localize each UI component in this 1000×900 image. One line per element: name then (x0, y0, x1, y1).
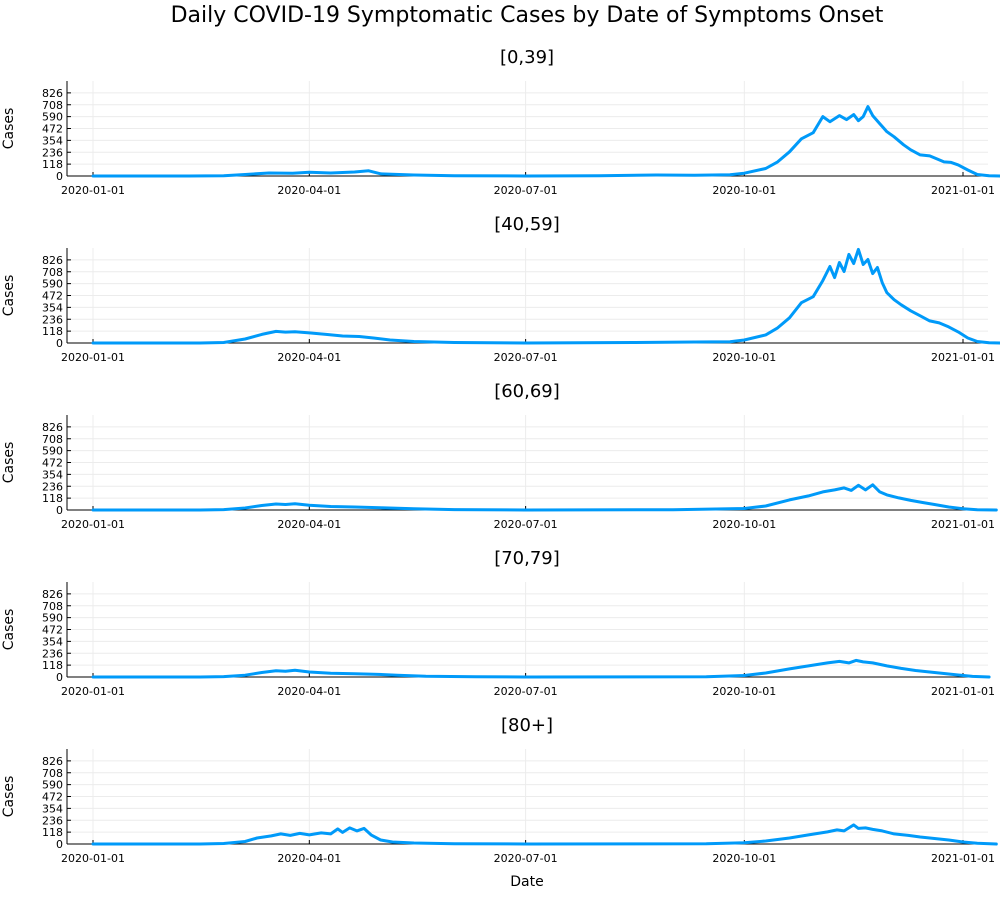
series-line (91, 483, 998, 512)
y-tick-label: 826 (42, 421, 63, 434)
panel-title: [80+] (501, 715, 553, 736)
y-tick-label: 708 (42, 266, 63, 279)
y-axis-label: Cases (1, 108, 17, 150)
x-tick-label: 2020-01-01 (61, 351, 125, 364)
y-axis-label: Cases (1, 609, 17, 651)
series-line (91, 247, 1000, 345)
panel-title: [0,39] (500, 47, 554, 68)
y-tick-label: 708 (42, 433, 63, 446)
x-tick-label: 2020-01-01 (61, 852, 125, 865)
y-tick-label: 354 (42, 301, 63, 314)
y-tick-label: 590 (42, 445, 63, 458)
x-tick-label: 2020-07-01 (494, 518, 558, 531)
y-tick-label: 472 (42, 123, 63, 136)
x-tick-label: 2020-10-01 (712, 685, 776, 698)
y-tick-label: 354 (42, 468, 63, 481)
x-tick-label: 2020-04-01 (277, 518, 341, 531)
y-tick-label: 118 (42, 826, 63, 839)
y-tick-label: 354 (42, 802, 63, 815)
y-tick-label: 118 (42, 158, 63, 171)
y-tick-label: 118 (42, 325, 63, 338)
x-tick-label: 2020-10-01 (712, 351, 776, 364)
y-tick-label: 826 (42, 588, 63, 601)
series-line (91, 823, 998, 846)
y-axis-label: Cases (1, 442, 17, 484)
y-tick-label: 826 (42, 87, 63, 100)
y-tick-label: 590 (42, 278, 63, 291)
x-tick-label: 2020-07-01 (494, 685, 558, 698)
y-tick-label: 0 (56, 504, 63, 517)
y-tick-label: 236 (42, 647, 63, 660)
x-tick-label: 2021-01-01 (931, 685, 995, 698)
y-tick-label: 826 (42, 755, 63, 768)
y-tick-label: 0 (56, 671, 63, 684)
x-axis-label: Date (510, 874, 543, 890)
x-tick-label: 2020-10-01 (712, 184, 776, 197)
y-tick-label: 354 (42, 134, 63, 147)
y-tick-label: 354 (42, 635, 63, 648)
x-tick-label: 2020-07-01 (494, 184, 558, 197)
y-tick-label: 0 (56, 337, 63, 350)
y-tick-label: 118 (42, 659, 63, 672)
x-tick-label: 2020-01-01 (61, 184, 125, 197)
x-tick-label: 2020-04-01 (277, 184, 341, 197)
y-axis-label: Cases (1, 275, 17, 317)
x-tick-label: 2020-04-01 (277, 351, 341, 364)
y-tick-label: 590 (42, 779, 63, 792)
x-tick-label: 2020-10-01 (712, 518, 776, 531)
x-tick-label: 2021-01-01 (931, 351, 995, 364)
x-tick-label: 2020-01-01 (61, 685, 125, 698)
x-tick-label: 2021-01-01 (931, 852, 995, 865)
y-tick-label: 826 (42, 254, 63, 267)
y-tick-label: 236 (42, 814, 63, 827)
panel-title: [40,59] (494, 214, 560, 235)
y-tick-label: 708 (42, 767, 63, 780)
x-tick-label: 2020-04-01 (277, 852, 341, 865)
series-line (91, 658, 991, 679)
y-tick-label: 708 (42, 99, 63, 112)
y-tick-label: 472 (42, 457, 63, 470)
x-tick-label: 2021-01-01 (931, 518, 995, 531)
panel-title: [70,79] (494, 548, 560, 569)
y-tick-label: 236 (42, 146, 63, 159)
y-tick-label: 0 (56, 170, 63, 183)
y-tick-label: 708 (42, 600, 63, 613)
panel-title: [60,69] (494, 381, 560, 402)
chart-title: Daily COVID-19 Symptomatic Cases by Date… (171, 3, 884, 28)
y-tick-label: 0 (56, 838, 63, 851)
y-tick-label: 236 (42, 313, 63, 326)
x-tick-label: 2021-01-01 (931, 184, 995, 197)
y-tick-label: 590 (42, 111, 63, 124)
x-tick-label: 2020-07-01 (494, 351, 558, 364)
y-tick-label: 118 (42, 492, 63, 505)
y-axis-label: Cases (1, 776, 17, 818)
x-tick-label: 2020-04-01 (277, 685, 341, 698)
series-line (91, 105, 1000, 178)
y-tick-label: 590 (42, 612, 63, 625)
y-tick-label: 472 (42, 791, 63, 804)
x-tick-label: 2020-01-01 (61, 518, 125, 531)
x-tick-label: 2020-07-01 (494, 852, 558, 865)
x-tick-label: 2020-10-01 (712, 852, 776, 865)
y-tick-label: 236 (42, 480, 63, 493)
y-tick-label: 472 (42, 624, 63, 637)
y-tick-label: 472 (42, 290, 63, 303)
